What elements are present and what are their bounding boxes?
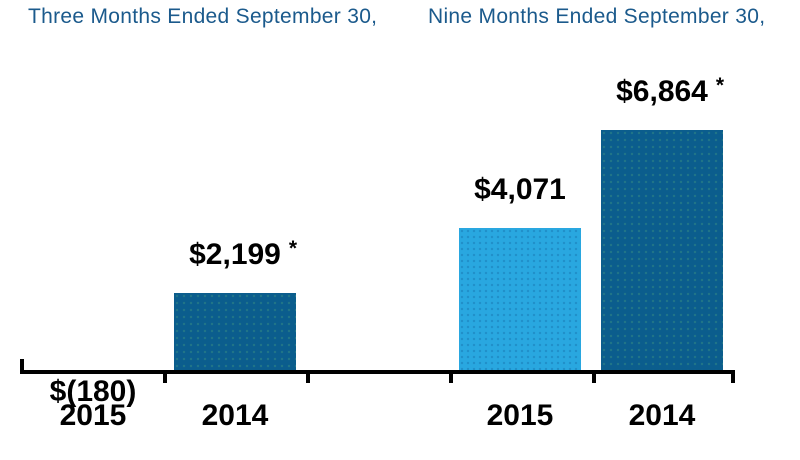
bar-group-2015-nine-months: $4,071 2015 xyxy=(449,0,591,460)
value-text: $4,071 xyxy=(474,173,566,206)
axis-tick xyxy=(20,359,24,374)
footnote-asterisk: * xyxy=(715,74,725,97)
bar-group-2014-nine-months: $6,864 * 2014 xyxy=(591,0,733,460)
value-label-2015-nine-months: $4,071 xyxy=(449,174,591,206)
axis-tick xyxy=(731,370,735,383)
group-title-nine-months: Nine Months Ended September 30, xyxy=(428,5,766,28)
year-label-2015: 2015 xyxy=(59,399,127,432)
axis-tick xyxy=(592,370,596,383)
year-label-2014: 2014 xyxy=(628,399,696,432)
bar-group-2014-three-months: $2,199 * 2014 xyxy=(164,0,306,460)
axis-tick xyxy=(449,370,453,383)
axis-tick xyxy=(163,370,167,383)
group-title-three-months: Three Months Ended September 30, xyxy=(28,5,378,28)
value-label-2015-three-months: $(180) xyxy=(22,376,164,408)
x-axis-line xyxy=(20,370,735,374)
year-label-2015: 2015 xyxy=(486,399,554,432)
value-text: $2,199 xyxy=(189,238,281,271)
year-label-2014: 2014 xyxy=(201,399,269,432)
footnote-asterisk: * xyxy=(288,237,298,260)
axis-tick xyxy=(306,370,310,383)
bar-group-2015-three-months: $(180) 2015 xyxy=(22,0,164,460)
bar-2015-nine-months xyxy=(459,228,581,370)
value-text: $6,864 xyxy=(616,75,708,108)
value-label-2014-nine-months: $6,864 * xyxy=(591,74,733,108)
value-label-2014-three-months: $2,199 * xyxy=(164,237,306,271)
bar-2014-nine-months xyxy=(601,130,723,370)
bar-2014-three-months xyxy=(174,293,296,370)
value-text: $(180) xyxy=(49,375,137,408)
